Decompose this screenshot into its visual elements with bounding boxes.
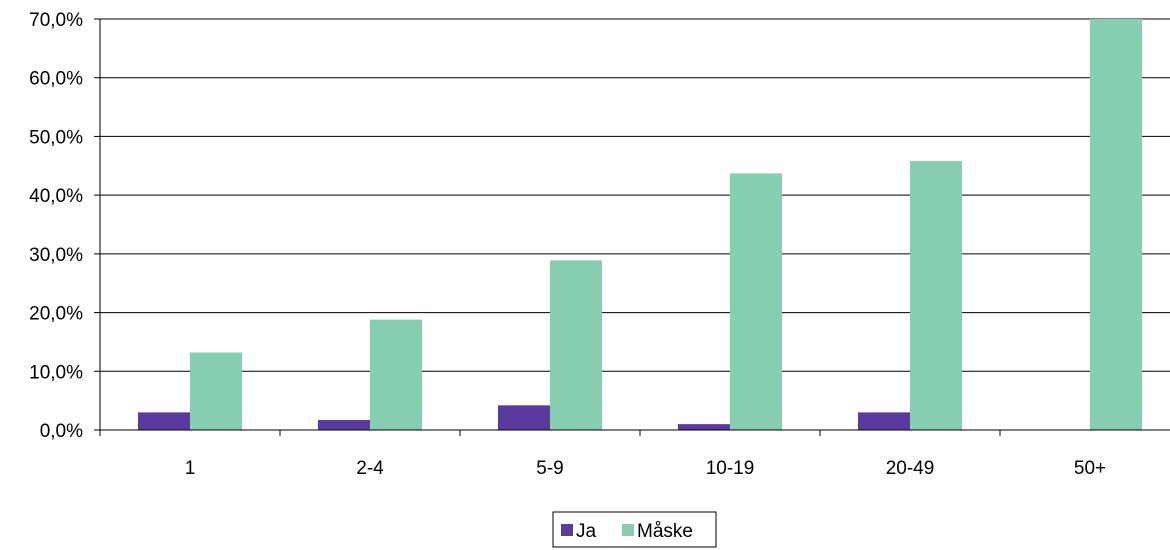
legend: Ja Måske [552,511,717,548]
legend-label-ja: Ja [576,521,597,542]
legend-label-maske: Måske [637,521,693,542]
bar-m-ske-2-4 [370,319,422,430]
y-tick-label: 10,0% [29,362,83,383]
bar-ja-2-4 [318,420,370,430]
bar-ja-10-19 [678,424,730,430]
legend-swatch-ja [561,524,573,536]
legend-swatch-maske [622,524,634,536]
x-tick-label: 10-19 [706,458,755,479]
axes [94,18,1170,436]
y-tick-label: 40,0% [29,186,83,207]
bar-m-ske-20-49 [910,161,962,431]
x-tick-label: 5-9 [536,458,563,479]
y-tick-label: 30,0% [29,245,83,266]
bar-m-ske-10-19 [730,173,782,430]
y-tick-label: 60,0% [29,69,83,90]
y-tick-label: 20,0% [29,304,83,325]
bar-m-ske-5-9 [550,260,602,430]
y-tick-label: 70,0% [29,10,83,31]
y-tick-label: 50,0% [29,127,83,148]
y-tick-label: 0,0% [40,421,83,442]
x-tick-label: 1 [185,458,196,479]
legend-box [552,511,717,548]
bar-ja-20-49 [858,412,910,430]
y-tick-labels: 0,0% 10,0% 20,0% 30,0% 40,0% 50,0% 60,0% 70,0% [29,10,83,442]
bar-m-ske-50- [1090,19,1142,430]
bar-ja-5-9 [498,405,550,430]
bar-m-ske-1 [190,352,242,430]
gridlines [100,18,1170,372]
x-tick-labels: 1 2-4 5-9 10-19 20-49 50+ [185,458,1106,479]
x-tick-label: 20-49 [886,458,935,479]
bars [138,19,1142,431]
x-tick-label: 50+ [1074,458,1106,479]
x-tick-label: 2-4 [356,458,384,479]
bar-ja-1 [138,412,190,430]
